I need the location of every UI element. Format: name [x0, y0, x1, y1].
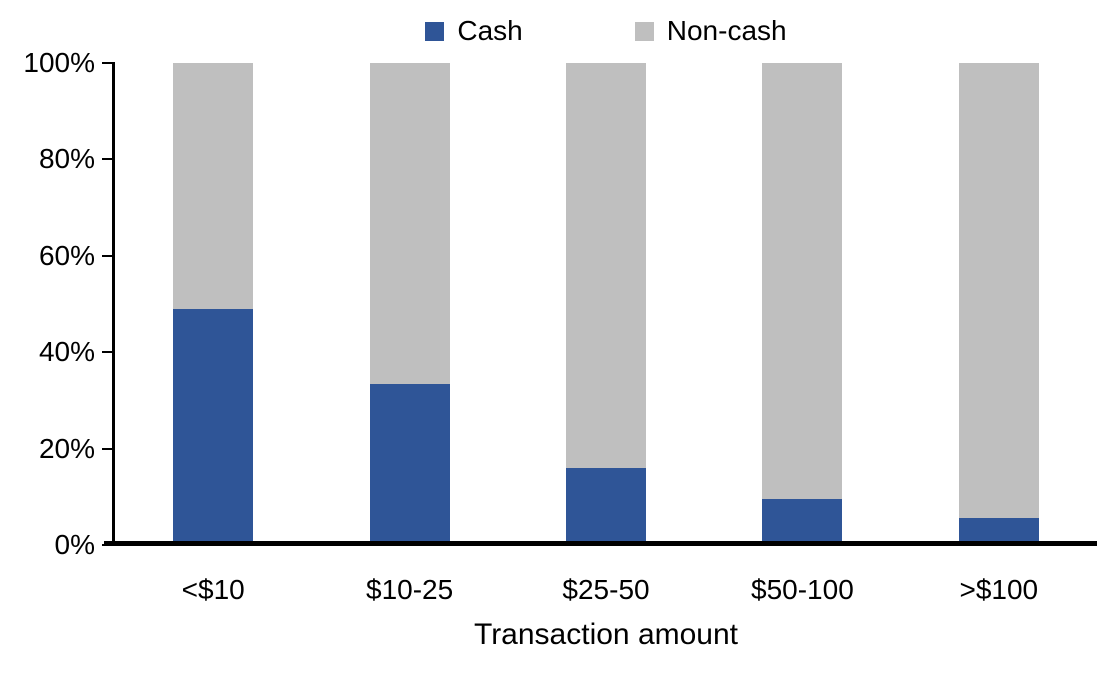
y-axis-tick-label: 40%: [38, 336, 95, 368]
bar-segment-non-cash: [566, 63, 646, 468]
cash-legend-label: Cash: [457, 15, 523, 46]
x-axis-category-label: $25-50: [562, 574, 650, 605]
bar-segment-cash: [173, 308, 254, 545]
y-axis-line: [112, 63, 115, 545]
x-axis-category-label: $50-100: [751, 574, 854, 605]
y-axis-tick-label: 0%: [54, 529, 95, 560]
y-axis-tick: [102, 254, 115, 257]
bar-segment-non-cash: [173, 63, 254, 309]
bar-segment-cash: [369, 383, 450, 545]
y-axis-tick: [102, 351, 115, 354]
y-axis-tick-label: 80%: [38, 143, 95, 175]
y-axis-tick-label: 60%: [38, 239, 95, 271]
bar-segment-non-cash: [958, 63, 1039, 519]
bar-segment-non-cash: [762, 63, 843, 500]
bar-segment-cash: [958, 518, 1039, 545]
cash-legend-swatch-icon: [425, 21, 445, 41]
plot-area: 0% 20% 40% 60% 80% 100% <$10 $10-25 $25-50 $50-10…: [23, 49, 1097, 604]
x-axis-category-label: $10-25: [366, 574, 454, 605]
y-axis-tick-label: 20%: [38, 432, 95, 464]
non-cash-legend-label: Non-cash: [666, 15, 787, 46]
x-axis-category-label: <$10: [181, 574, 245, 605]
bar-segment-cash: [566, 467, 646, 545]
y-axis-tick: [102, 62, 115, 64]
y-axis-tick: [102, 447, 115, 450]
x-axis-line: [104, 541, 1097, 546]
y-axis-tick-label: 100%: [23, 47, 95, 78]
legend-item-cash: Cash: [425, 15, 523, 46]
non-cash-legend-swatch-icon: [634, 21, 654, 41]
x-axis-category-label: >$100: [959, 574, 1039, 605]
legend: Cash Non-cash: [115, 12, 1097, 50]
bar-segment-cash: [762, 499, 843, 545]
legend-item-non-cash: Non-cash: [634, 15, 787, 46]
bar-segment-non-cash: [369, 63, 450, 384]
x-axis-title: Transaction amount: [473, 618, 739, 651]
y-axis-tick: [102, 158, 115, 161]
